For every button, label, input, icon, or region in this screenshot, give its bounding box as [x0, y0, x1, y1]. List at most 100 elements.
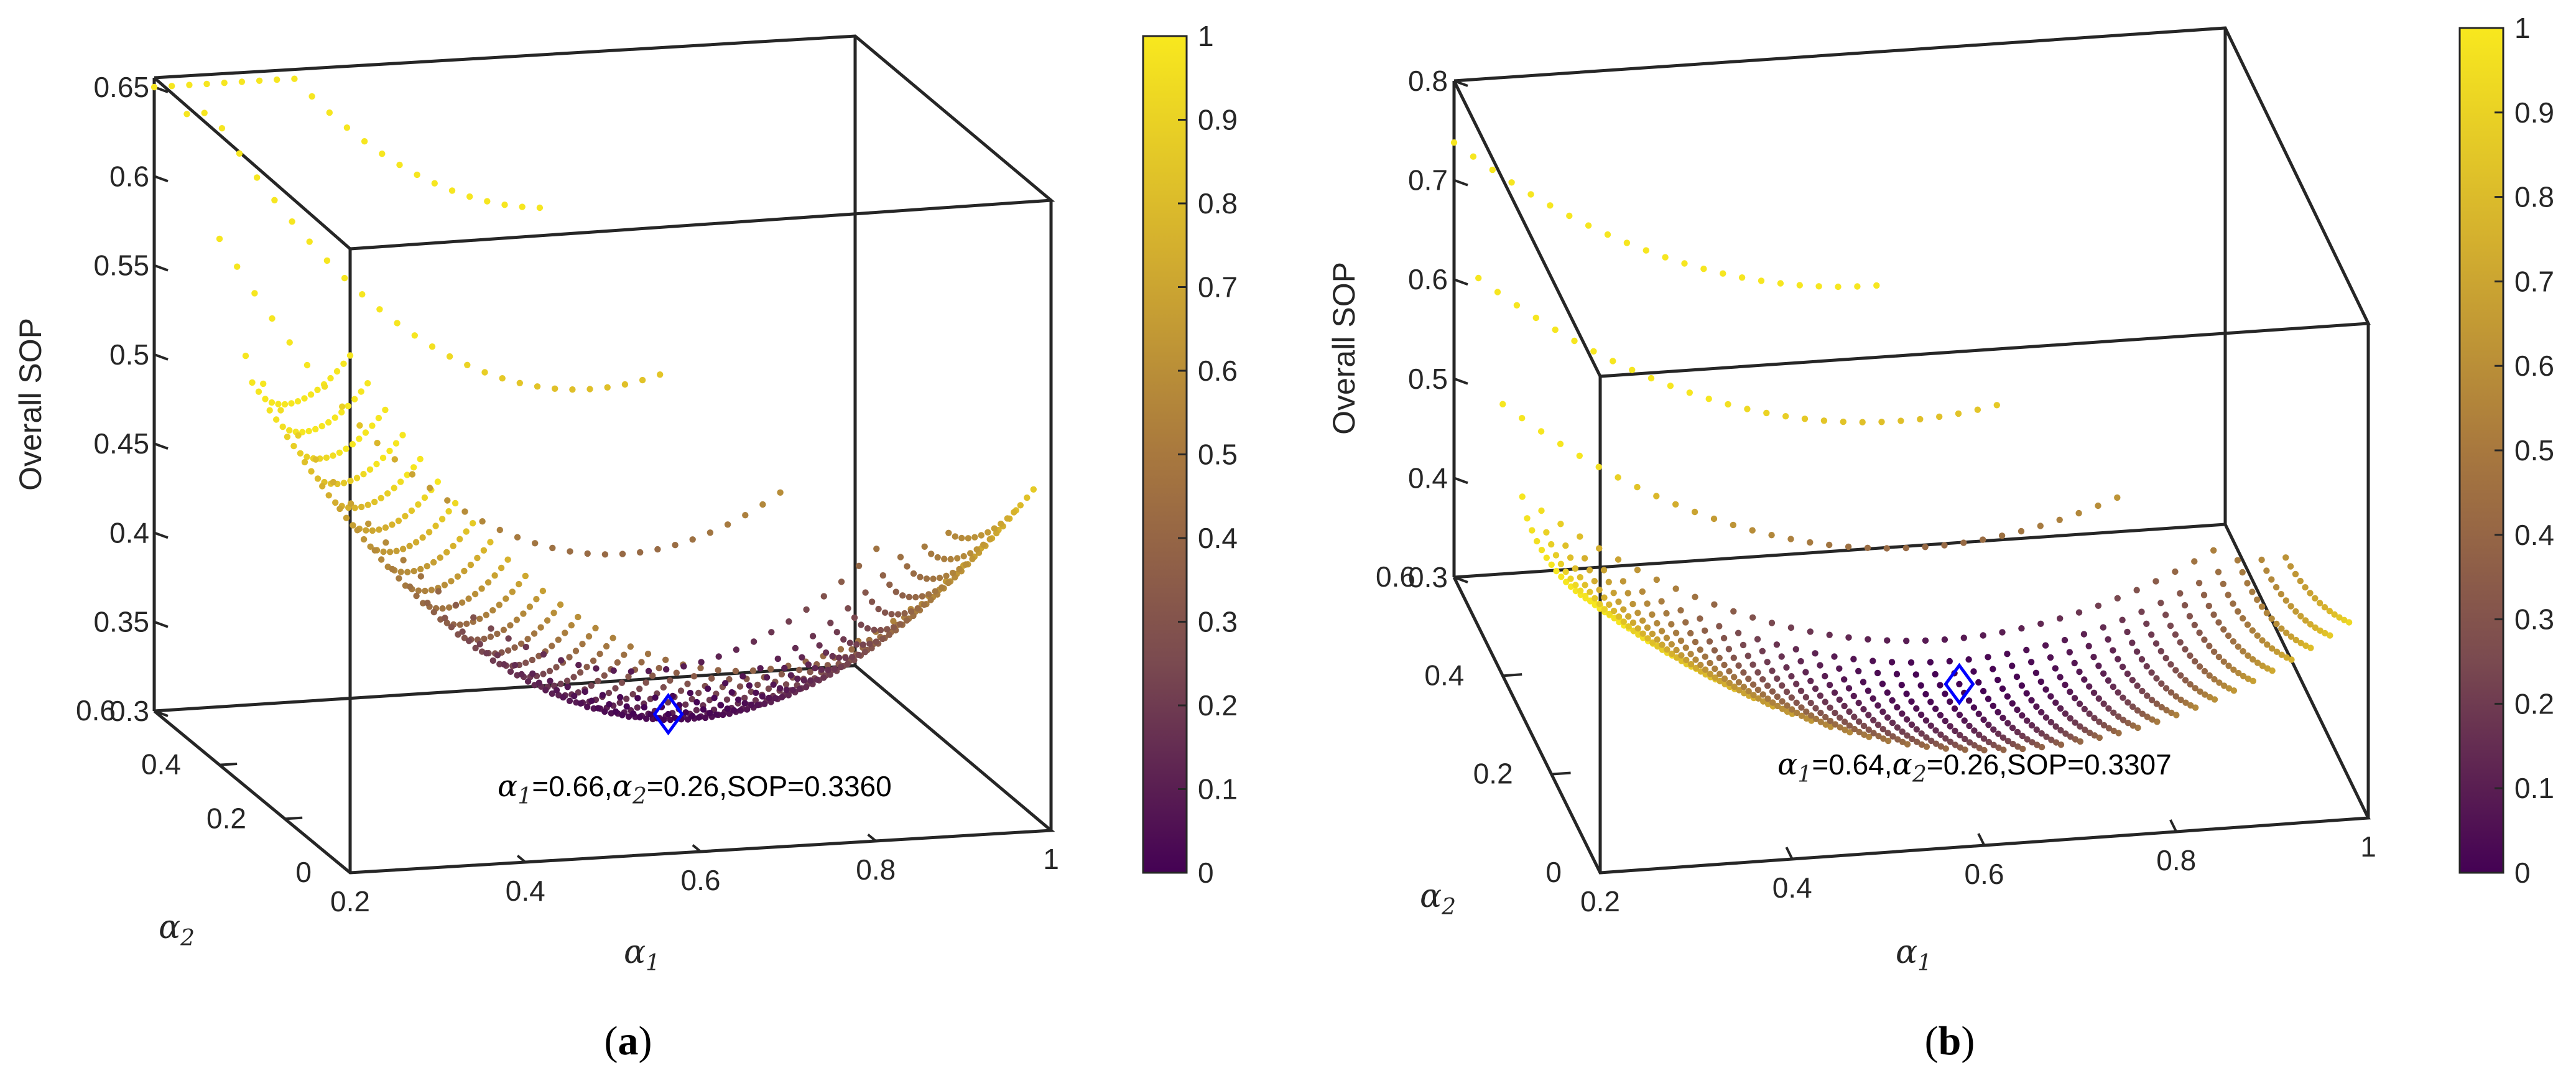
- data-point: [448, 578, 455, 585]
- data-point: [432, 523, 439, 529]
- data-point: [1692, 664, 1700, 672]
- data-point: [330, 452, 336, 459]
- data-point: [549, 643, 555, 649]
- data-point: [2077, 723, 2083, 730]
- data-point: [879, 635, 886, 643]
- data-point: [649, 672, 656, 679]
- data-point: [533, 596, 540, 603]
- data-point: [430, 608, 437, 616]
- data-point: [1937, 743, 1945, 750]
- data-point: [1682, 644, 1689, 651]
- data-point: [621, 381, 629, 388]
- data-point: [2202, 691, 2208, 698]
- data-point: [2240, 615, 2246, 622]
- data-point: [1779, 705, 1786, 712]
- x-tick-label: 0.4: [1772, 871, 1812, 904]
- data-point: [604, 384, 611, 391]
- data-point: [340, 360, 347, 367]
- colorbar-tick-label: 0.7: [1198, 271, 1238, 304]
- data-point: [1869, 695, 1876, 702]
- data-point: [789, 687, 797, 694]
- data-point: [2067, 689, 2073, 695]
- data-point: [1904, 741, 1911, 748]
- data-point: [892, 588, 900, 595]
- data-point: [2018, 625, 2025, 632]
- data-point: [1955, 410, 1962, 417]
- data-point: [945, 529, 952, 536]
- data-point: [274, 76, 280, 83]
- data-point: [2072, 719, 2078, 726]
- data-point: [1779, 698, 1786, 705]
- data-point: [890, 624, 897, 631]
- data-point: [2077, 738, 2084, 745]
- data-point: [2345, 619, 2353, 626]
- data-point: [2240, 672, 2247, 680]
- data-point: [1692, 638, 1699, 646]
- data-point: [1999, 685, 2006, 692]
- data-point: [1773, 641, 1781, 648]
- data-point: [484, 579, 492, 586]
- data-point: [943, 572, 950, 579]
- data-point: [1922, 690, 1929, 698]
- data-point: [1793, 699, 1800, 707]
- data-point: [1961, 717, 1968, 724]
- data-point: [501, 661, 507, 668]
- data-point: [932, 588, 939, 595]
- data-point: [1860, 679, 1867, 685]
- data-point: [1903, 716, 1911, 723]
- data-point: [690, 673, 698, 680]
- data-point: [1787, 536, 1794, 542]
- data-point: [2302, 584, 2309, 591]
- data-point: [1889, 719, 1896, 727]
- data-point: [399, 546, 407, 552]
- data-point: [1952, 741, 1959, 748]
- data-point: [277, 407, 284, 414]
- data-point: [1802, 669, 1809, 676]
- data-point: [614, 659, 621, 666]
- colorbar-tick-label: 0.1: [1198, 773, 1238, 806]
- data-point: [2056, 516, 2063, 523]
- data-point: [539, 587, 547, 595]
- data-point: [410, 464, 417, 471]
- data-point: [2057, 705, 2064, 712]
- data-point: [415, 501, 422, 508]
- data-point: [1604, 231, 1611, 238]
- data-point: [861, 649, 869, 656]
- data-point: [1644, 624, 1651, 631]
- data-point: [2072, 736, 2079, 743]
- data-point: [1903, 638, 1910, 644]
- data-point: [1011, 509, 1017, 516]
- data-point: [1807, 699, 1814, 707]
- data-point: [1538, 507, 1545, 514]
- y-tick-label: 0.6: [1376, 560, 1415, 593]
- data-point: [1894, 736, 1901, 743]
- data-point: [835, 654, 843, 661]
- data-point: [628, 668, 635, 675]
- data-point: [2152, 578, 2159, 585]
- data-point: [713, 711, 720, 718]
- data-point: [1519, 493, 1526, 500]
- colorbar-tick-label: 0.1: [2514, 772, 2554, 804]
- y-tick-mark: [284, 816, 303, 820]
- data-point: [1855, 718, 1863, 725]
- data-point: [733, 646, 740, 653]
- data-point: [960, 553, 967, 560]
- data-point: [1764, 695, 1771, 702]
- data-point: [1687, 661, 1695, 668]
- data-point: [2043, 733, 2050, 740]
- data-point: [444, 497, 451, 504]
- data-point: [2259, 662, 2266, 669]
- data-point: [737, 707, 744, 714]
- data-point: [639, 376, 646, 384]
- data-point: [1812, 685, 1819, 692]
- data-point: [307, 391, 315, 398]
- data-point: [1880, 735, 1887, 742]
- data-point: [2230, 600, 2236, 607]
- data-point: [499, 375, 506, 382]
- data-point: [1917, 711, 1925, 718]
- data-point: [2096, 718, 2103, 725]
- data-point: [693, 699, 700, 706]
- data-point: [851, 614, 858, 621]
- data-point: [1788, 694, 1795, 701]
- data-point: [777, 489, 784, 496]
